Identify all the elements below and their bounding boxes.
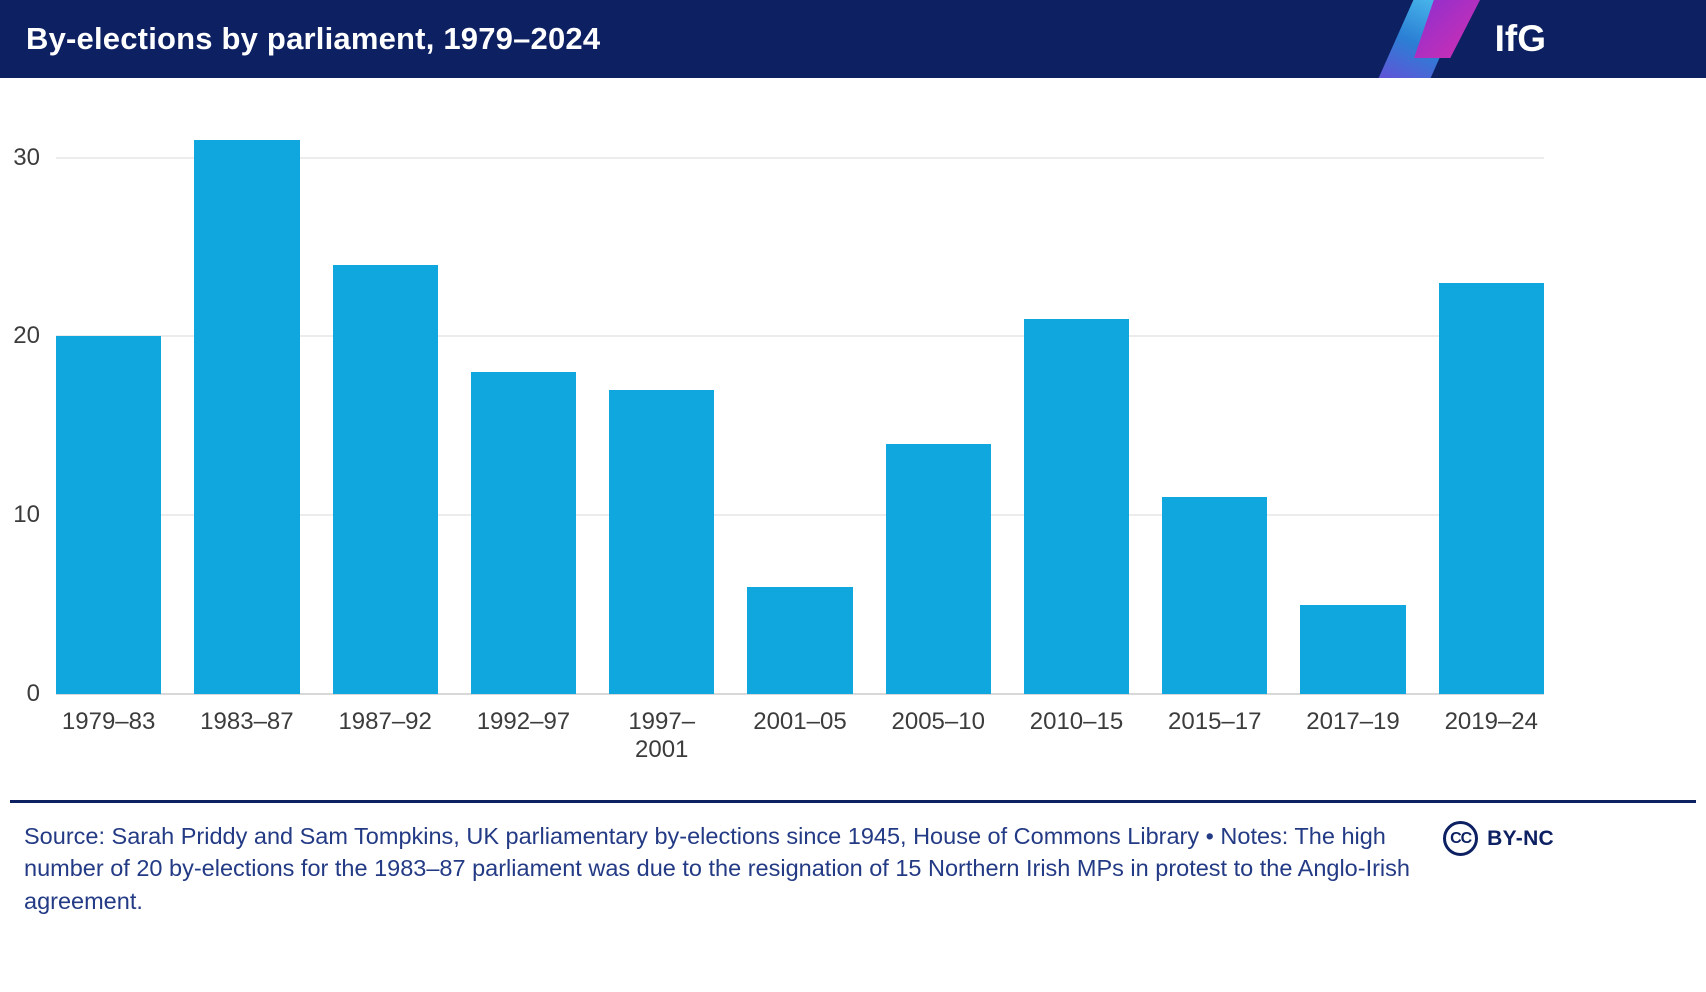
- cc-license-label: BY-NC: [1487, 826, 1554, 850]
- bar-column: [885, 104, 991, 694]
- plot-area: [56, 104, 1544, 695]
- cc-icon: CC: [1443, 821, 1479, 856]
- bar-1987–92: [332, 264, 438, 694]
- bar-2001–05: [747, 586, 853, 694]
- bar-column: [1162, 104, 1268, 694]
- x-tick-label: 1992–97: [476, 708, 571, 735]
- bar-1997–2001: [609, 390, 715, 694]
- footer: Source: Sarah Priddy and Sam Tompkins, U…: [10, 800, 1696, 917]
- x-tick-label: 2015–17: [1168, 708, 1262, 735]
- bar-column: [194, 104, 300, 694]
- bar-column: [470, 104, 577, 694]
- x-tick-label: 1997–2001: [628, 708, 696, 764]
- y-tick-label: 0: [26, 680, 40, 707]
- bar-column: [1300, 104, 1406, 694]
- gridline: [56, 514, 1544, 517]
- x-tick-label: 2010–15: [1029, 708, 1124, 735]
- x-tick-label: 2017–19: [1306, 708, 1400, 735]
- header-bar: By-elections by parliament, 1979–2024 If…: [0, 0, 1706, 78]
- x-tick-label: 2005–10: [891, 708, 985, 735]
- page-title: By-elections by parliament, 1979–2024: [26, 21, 601, 56]
- bar-column: [1438, 104, 1544, 694]
- bar-chart: 0 10 20 30 1979–83 1983–87 1987–92 1992–97 1997…: [0, 104, 1706, 765]
- y-tick-label: 20: [13, 322, 40, 350]
- x-tick-label: 1979–83: [61, 708, 156, 735]
- x-axis: 1979–83 1983–87 1987–92 1992–97 1997–2001 200…: [56, 708, 1706, 765]
- bar-column: [1023, 104, 1130, 694]
- bar-1992–97: [470, 372, 577, 694]
- x-tick-label: 1983–87: [200, 708, 294, 735]
- creative-commons-badge: CC BY-NC: [1443, 821, 1554, 856]
- bar-2005–10: [885, 443, 991, 694]
- y-tick-label: 10: [13, 501, 40, 529]
- x-tick-label: 1987–92: [338, 708, 432, 735]
- source-note-text: Source: Sarah Priddy and Sam Tompkins, U…: [24, 823, 1410, 914]
- bar-2019–24: [1438, 282, 1544, 694]
- x-axis-baseline: [56, 693, 1544, 695]
- bar-1979–83: [56, 336, 162, 694]
- bar-column: [609, 104, 715, 694]
- chart-plot-row: 0 10 20 30: [0, 104, 1706, 707]
- gridline: [56, 156, 1544, 159]
- y-axis: 0 10 20 30: [0, 104, 56, 707]
- bar-2015–17: [1162, 497, 1268, 694]
- bar-2017–19: [1300, 604, 1406, 694]
- bar-column: [332, 104, 438, 694]
- x-tick-label: 2019–24: [1444, 708, 1538, 735]
- gridline: [56, 335, 1544, 338]
- bar-column: [747, 104, 853, 694]
- ifg-logo: IfG: [1494, 18, 1546, 59]
- x-tick-label: 2001–05: [753, 708, 847, 735]
- bar-2010–15: [1023, 318, 1130, 694]
- y-tick-label: 30: [13, 143, 40, 171]
- bar-column: [56, 104, 162, 694]
- bar-1983–87: [194, 139, 300, 694]
